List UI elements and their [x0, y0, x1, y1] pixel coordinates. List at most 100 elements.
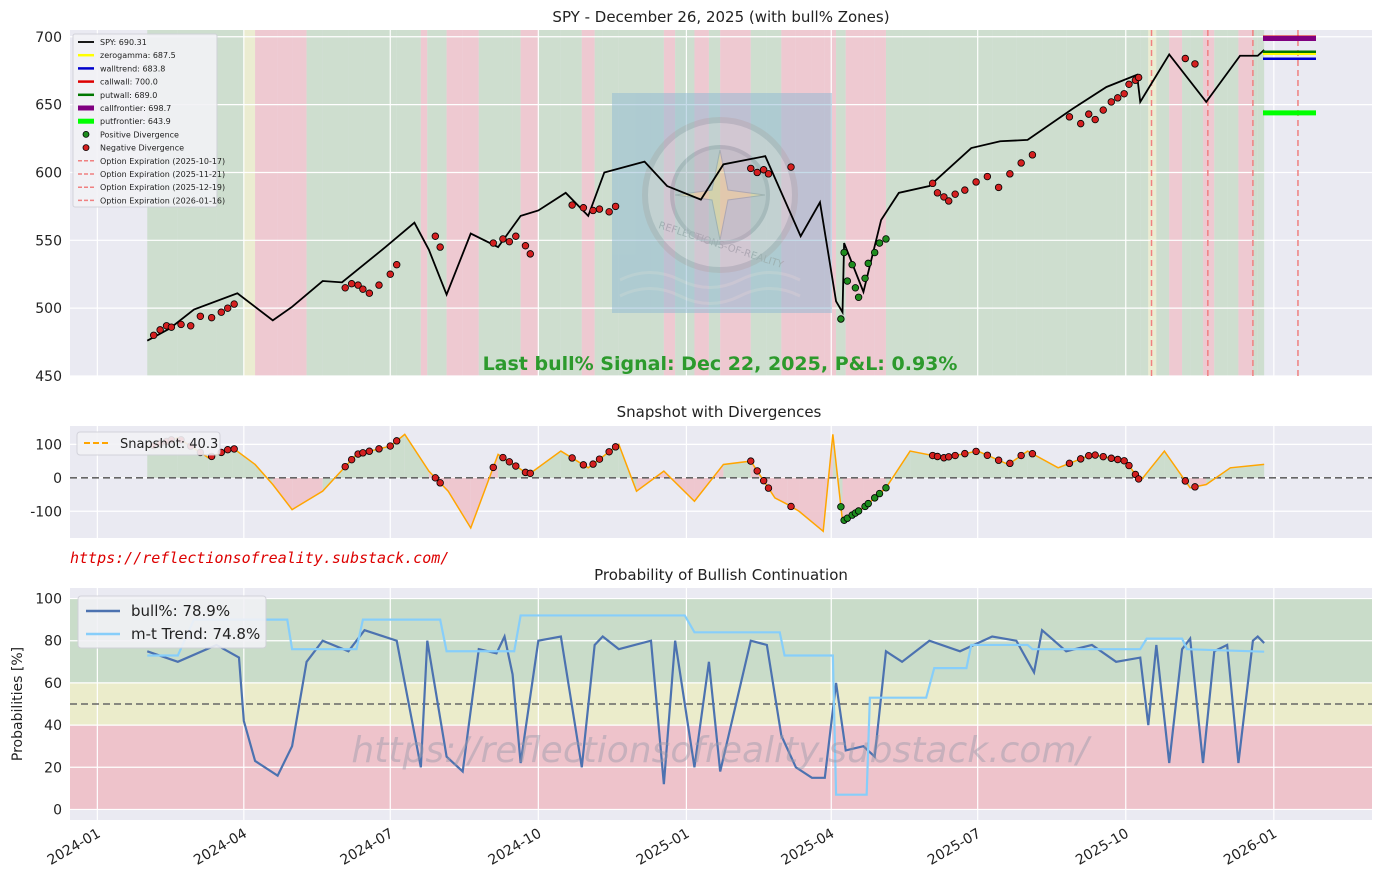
y-tick-label: 100	[35, 592, 62, 608]
legend-label: Negative Divergence	[100, 144, 184, 153]
zone-band	[1257, 30, 1265, 376]
y-tick-label: 600	[35, 165, 62, 181]
negative-divergence-point	[489, 239, 497, 247]
negative-divergence-point	[933, 189, 942, 197]
zone-band	[581, 30, 595, 376]
negative-divergence-point	[595, 205, 604, 213]
y-tick-label: 700	[35, 30, 62, 46]
snapshot-line	[147, 433, 1265, 533]
snapshot-negative-divergence	[1120, 457, 1128, 465]
negative-divergence-point	[187, 322, 195, 330]
negative-divergence-point	[207, 313, 216, 322]
negative-divergence-point	[505, 237, 514, 246]
zone-band	[292, 30, 307, 376]
snapshot-negative-divergence	[230, 445, 238, 453]
positive-divergence-point	[882, 235, 890, 243]
snapshot-negative-divergence	[1017, 451, 1025, 460]
negative-divergence-point	[945, 197, 953, 205]
negative-divergence-point	[341, 284, 349, 292]
legend-label: SPY: 690.31	[100, 38, 147, 47]
positive-divergence-point	[875, 239, 884, 247]
negative-divergence-point	[1006, 170, 1014, 178]
snapshot-negative-divergence	[1099, 452, 1107, 461]
snapshot-negative-divergence	[375, 445, 383, 453]
snapshot-negative-divergence	[1028, 450, 1037, 458]
zone-band	[836, 30, 846, 376]
zone-band	[496, 30, 505, 376]
negative-divergence-point	[1125, 80, 1133, 88]
snapshot-negative-divergence	[611, 443, 620, 451]
zone-band	[1148, 30, 1157, 376]
snapshot-negative-divergence	[747, 457, 755, 465]
negative-divergence-point	[386, 270, 394, 278]
zone-band	[1227, 30, 1239, 376]
negative-divergence-point	[961, 186, 969, 194]
snapshot-fill	[272, 477, 293, 510]
snapshot-negative-divergence	[1191, 483, 1199, 491]
snapshot-negative-divergence	[759, 477, 768, 485]
snapshot-negative-divergence	[489, 463, 497, 472]
legend-positive-swatch	[82, 130, 90, 138]
negative-divergence-point	[747, 164, 755, 173]
zone-band	[243, 30, 256, 376]
probability-series	[70, 614, 1372, 796]
zone-band	[255, 30, 278, 376]
y-tick-label: 0	[53, 471, 62, 487]
snapshot-chart-title: Snapshot with Divergences	[617, 403, 822, 421]
snapshot-positive-divergence	[837, 503, 845, 511]
snapshot-fill	[448, 477, 471, 528]
zone-band	[512, 30, 521, 376]
negative-divergence-point	[1181, 54, 1190, 63]
negative-divergence-point	[940, 193, 948, 201]
snapshot-negative-divergence	[431, 474, 440, 482]
negative-divergence-point	[521, 242, 530, 250]
zone-band	[1016, 30, 1035, 376]
probability-y-axis-label: Probabilities [%]	[10, 647, 26, 761]
legend-label: zerogamma: 687.5	[100, 51, 176, 60]
positive-divergence-point	[837, 315, 845, 323]
zone-band	[1169, 30, 1183, 376]
zone-band	[902, 30, 930, 376]
zone-band	[462, 30, 479, 376]
price-series	[146, 30, 1316, 376]
snapshot-negative-divergence	[933, 452, 942, 461]
bull-percent-line	[146, 628, 1265, 785]
price-chart-title: SPY - December 26, 2025 (with bull% Zone…	[552, 8, 889, 26]
snapshot-panel-bg	[70, 426, 1372, 538]
snapshot-negative-divergence	[1114, 455, 1122, 464]
y-tick-label: 650	[35, 98, 62, 114]
zone-band	[863, 30, 875, 376]
price-legend: SPY: 690.31 zerogamma: 687.5 walltrend: 68…	[72, 33, 225, 208]
zone-band	[216, 30, 239, 376]
snapshot-negative-divergence	[579, 461, 588, 469]
snapshot-negative-divergence	[1065, 459, 1074, 468]
negative-divergence-point	[149, 331, 158, 339]
snapshot-negative-divergence	[365, 447, 374, 455]
substack-url[interactable]: https://reflectionsofreality.substack.co…	[70, 549, 449, 567]
snapshot-fill	[292, 477, 323, 510]
zone-band	[1034, 30, 1043, 376]
snapshot-positive-divergence	[875, 489, 884, 498]
legend-label: Option Expiration (2025-12-19)	[100, 183, 225, 192]
legend-label: callfrontier: 698.7	[100, 104, 171, 113]
snapshot-negative-divergence	[386, 442, 394, 450]
negative-divergence-point	[1085, 110, 1093, 118]
y-tick-label: 40	[44, 718, 62, 734]
snapshot-negative-divergence	[983, 451, 992, 459]
snapshot-negative-divergence	[1076, 455, 1085, 463]
x-tick-label: 2025-07	[925, 826, 984, 869]
y-tick-label: 500	[35, 301, 62, 317]
positive-divergence-point	[843, 277, 852, 285]
y-tick-label: 20	[44, 760, 62, 776]
positive-divergence-point	[854, 293, 863, 302]
y-tick-label: 100	[35, 437, 62, 453]
zone-band	[594, 30, 603, 376]
positive-divergence-point	[848, 261, 856, 269]
zone-band	[446, 30, 463, 376]
legend-label: Option Expiration (2025-10-17)	[100, 157, 225, 166]
snapshot-fill	[723, 461, 751, 478]
y-tick-label: 80	[44, 634, 62, 650]
x-tick-label: 2026-01	[1221, 826, 1280, 869]
snapshot-fill	[232, 447, 256, 478]
trend-line	[147, 614, 1265, 796]
